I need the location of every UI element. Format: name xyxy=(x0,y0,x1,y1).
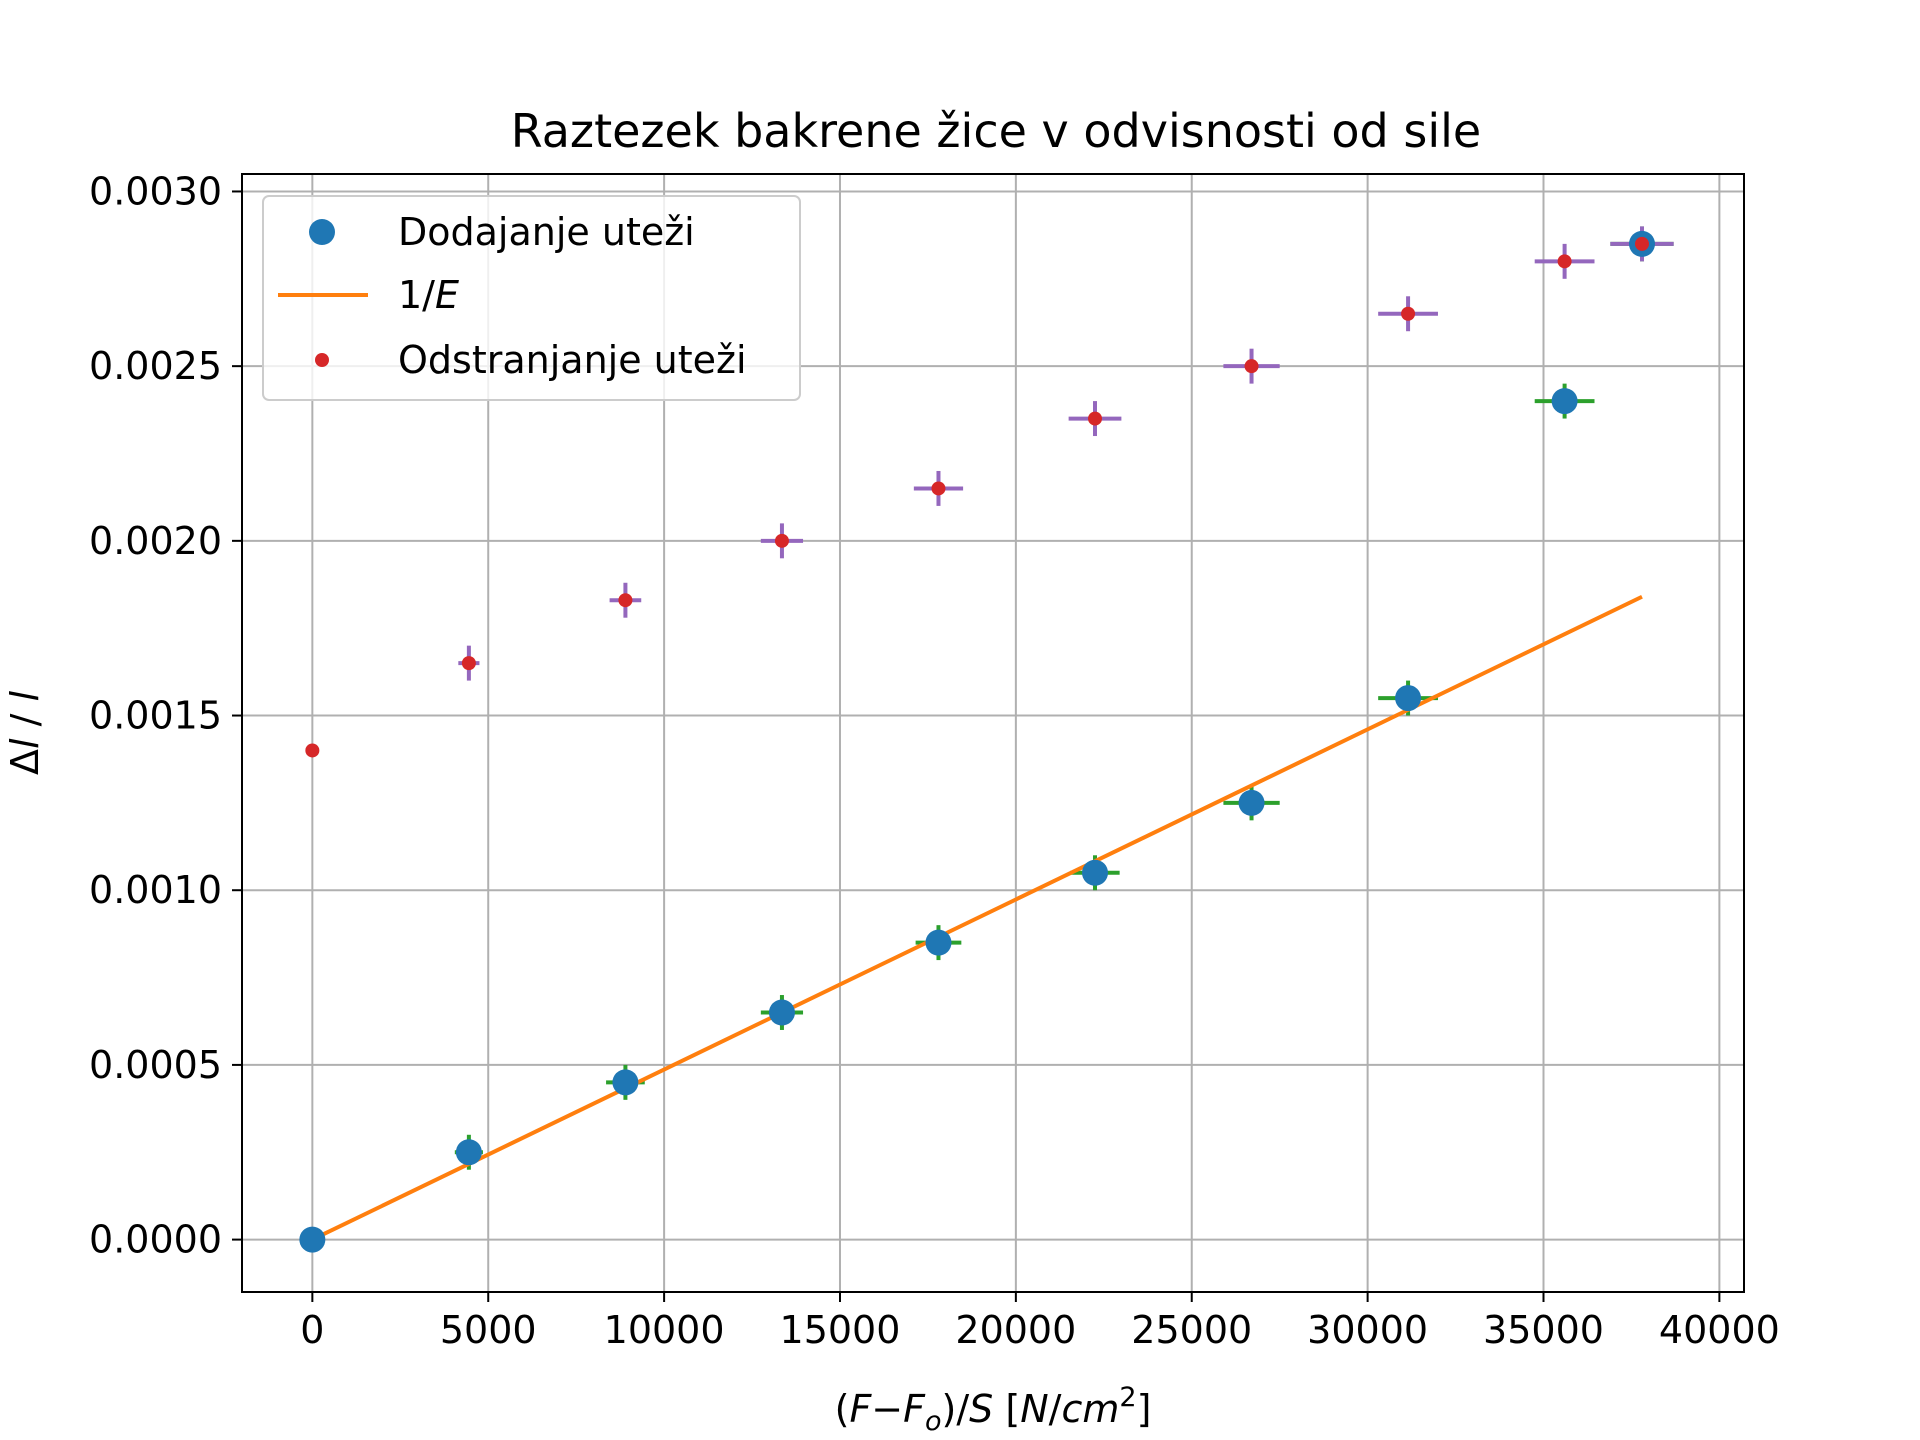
x-ticks: 0 5000 10000 15000 20000 25000 30000 35000 40000 xyxy=(300,1292,1780,1352)
x-tick-label: 30000 xyxy=(1307,1308,1428,1352)
legend-marker-odstranjanje xyxy=(315,353,329,367)
y-tick-label: 0.0025 xyxy=(89,344,222,388)
data-point-odstranjanje xyxy=(618,593,633,608)
data-point-odstranjanje xyxy=(1088,411,1103,426)
data-point-odstranjanje xyxy=(774,533,789,548)
y-tick-label: 0.0030 xyxy=(89,169,222,213)
data-point-odstranjanje xyxy=(305,743,320,758)
legend-label-fit-line: 1/E xyxy=(398,273,459,317)
y-tick-label: 0.0010 xyxy=(89,868,222,912)
x-tick-label: 40000 xyxy=(1659,1308,1780,1352)
y-tick-label: 0.0020 xyxy=(89,519,222,563)
data-point-dodajanje xyxy=(925,929,952,956)
fit-line-layer xyxy=(311,594,1643,1242)
data-point-dodajanje xyxy=(1082,859,1109,886)
data-point-odstranjanje xyxy=(1401,306,1416,321)
x-tick-label: 10000 xyxy=(604,1308,725,1352)
y-axis-label: Δl / l xyxy=(3,691,47,776)
legend-label-odstranjanje: Odstranjanje uteži xyxy=(398,338,747,382)
x-tick-label: 25000 xyxy=(1131,1308,1252,1352)
plot-frame xyxy=(241,173,1745,1293)
x-tick-label: 35000 xyxy=(1483,1308,1604,1352)
x-axis-label: (F−Fo)/S [N/cm2] xyxy=(835,1382,1152,1437)
chart-title: Raztezek bakrene žice v odvisnosti od si… xyxy=(511,104,1481,158)
x-tick-label: 20000 xyxy=(955,1308,1076,1352)
data-point-dodajanje xyxy=(1551,388,1578,415)
x-tick-label: 15000 xyxy=(780,1308,901,1352)
legend-label-dodajanje: Dodajanje uteži xyxy=(398,210,695,254)
x-tick-label: 0 xyxy=(300,1308,324,1352)
points xyxy=(299,230,1655,1253)
data-point-dodajanje xyxy=(1238,789,1265,816)
data-point-dodajanje xyxy=(612,1069,639,1096)
legend-box xyxy=(262,195,801,401)
data-point-odstranjanje xyxy=(1557,254,1572,269)
data-point-dodajanje xyxy=(299,1226,326,1253)
legend: Dodajanje uteži 1/E Odstranjanje uteži xyxy=(262,195,801,401)
fit-line xyxy=(311,594,1643,1242)
x-tick-label: 5000 xyxy=(440,1308,537,1352)
data-point-dodajanje xyxy=(1395,685,1422,712)
data-point-dodajanje xyxy=(455,1139,482,1166)
y-ticks: 0.0000 0.0005 0.0010 0.0015 0.0020 0.0025 0.00… xyxy=(89,169,242,1262)
legend-marker-dodajanje xyxy=(309,219,335,245)
y-tick-label: 0.0000 xyxy=(89,1218,222,1262)
data-point-dodajanje xyxy=(768,999,795,1026)
data-point-odstranjanje xyxy=(931,481,946,496)
y-tick-label: 0.0015 xyxy=(89,694,222,738)
data-point-odstranjanje xyxy=(1244,359,1259,374)
data-point-odstranjanje xyxy=(461,656,476,671)
y-tick-label: 0.0005 xyxy=(89,1043,222,1087)
data-point-odstranjanje xyxy=(1634,236,1649,251)
